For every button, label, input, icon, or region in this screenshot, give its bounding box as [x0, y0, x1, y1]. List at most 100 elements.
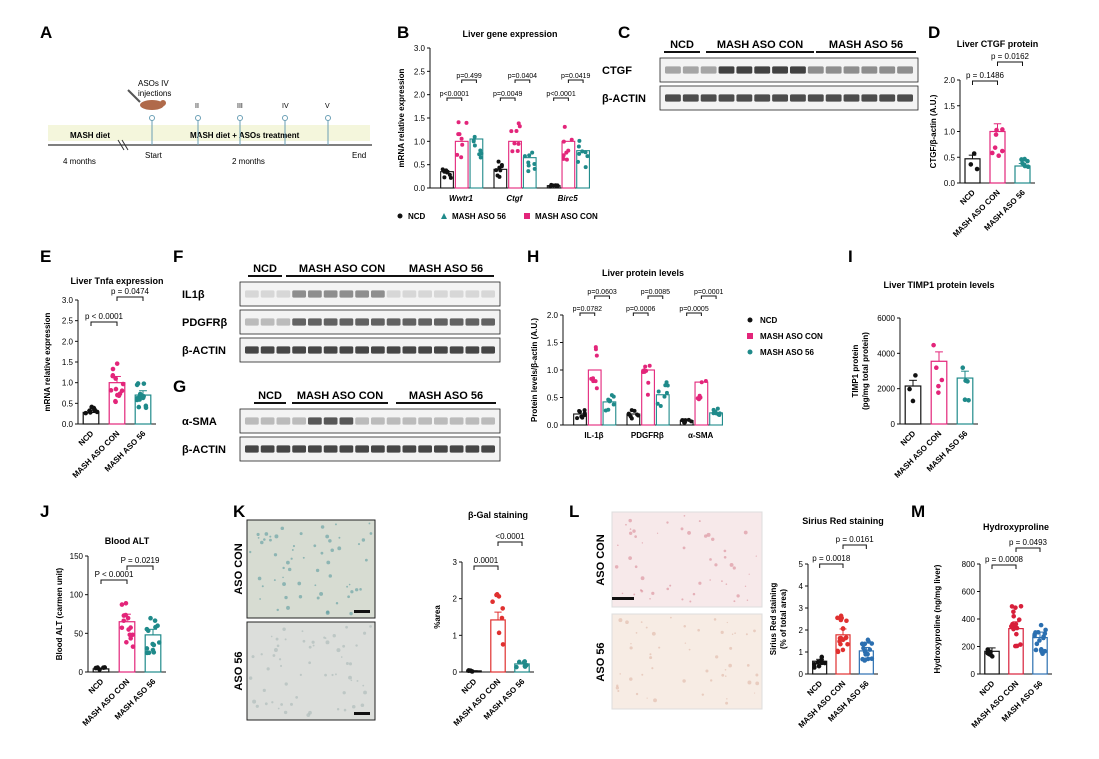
y-tick-label: 2.0: [547, 311, 559, 320]
stain-speck: [731, 633, 734, 635]
stain-speck: [748, 573, 750, 575]
data-point: [966, 397, 971, 403]
panel-label-j: J: [40, 502, 49, 521]
stain-speck: [350, 590, 354, 594]
stain-speck: [755, 673, 759, 677]
significance-bracket: [446, 97, 463, 101]
stain-speck: [331, 673, 334, 677]
stain-speck: [625, 620, 629, 625]
y-tick-label: 150: [70, 552, 84, 561]
data-point: [509, 129, 514, 134]
data-point: [577, 151, 582, 156]
stain-speck: [308, 661, 311, 665]
data-point: [1011, 613, 1017, 619]
blot-band: [339, 346, 354, 354]
bar: [469, 138, 484, 189]
data-point: [143, 403, 149, 409]
data-point: [494, 168, 499, 173]
stain-speck: [297, 581, 302, 586]
data-point: [516, 659, 522, 665]
data-point: [703, 379, 708, 384]
data-point: [510, 149, 515, 154]
stain-speck: [263, 538, 266, 541]
data-point: [843, 635, 848, 641]
blot-band: [308, 417, 322, 425]
p-value: p=0.0419: [561, 73, 590, 80]
stain-speck: [275, 637, 279, 641]
stain-speck: [683, 514, 686, 517]
blot-group-label: NCD: [253, 263, 277, 275]
data-point: [464, 120, 469, 125]
stain-speck: [298, 595, 303, 599]
stain-speck: [621, 592, 624, 595]
data-point: [468, 668, 473, 674]
data-point: [522, 154, 527, 159]
blot-group-label: MASH ASO CON: [297, 390, 383, 402]
category-label: PDGFRβ: [631, 431, 664, 440]
stain-speck: [733, 600, 736, 603]
data-point: [974, 166, 980, 172]
data-point: [123, 612, 129, 618]
stain-speck: [290, 702, 293, 706]
stain-speck: [724, 669, 727, 671]
micrograph: [611, 613, 763, 710]
data-point: [490, 599, 495, 605]
stain-speck: [369, 625, 372, 628]
y-tick-label: 0: [799, 670, 804, 679]
blot-band: [754, 94, 771, 102]
stain-speck: [628, 531, 633, 535]
data-point: [580, 149, 585, 154]
data-point: [960, 365, 966, 371]
stain-speck: [286, 605, 290, 610]
panel-label-d: D: [928, 23, 940, 42]
stain-speck: [342, 691, 346, 695]
blot-group-label: MASH ASO CON: [717, 39, 803, 51]
data-point: [532, 166, 537, 171]
p-value: p=0.0085: [641, 289, 670, 296]
stain-speck: [640, 576, 645, 581]
blot-band: [276, 290, 291, 298]
stain-speck: [706, 532, 711, 537]
stain-speck: [269, 538, 272, 542]
data-point: [869, 656, 875, 662]
data-point: [499, 164, 504, 169]
y-tick-label: 1.5: [62, 358, 74, 367]
stain-speck: [346, 585, 349, 588]
data-point: [561, 156, 566, 161]
blot-band: [371, 290, 385, 298]
stain-speck: [723, 555, 727, 559]
legend-label: NCD: [760, 316, 778, 325]
blot-group-label: MASH ASO 56: [409, 263, 483, 275]
blot-band: [481, 445, 495, 453]
stain-speck: [645, 626, 648, 629]
stain-speck: [689, 600, 692, 603]
blot-band: [292, 445, 306, 453]
data-point: [864, 651, 869, 657]
stain-speck: [252, 699, 257, 704]
stain-speck: [349, 611, 353, 616]
data-point: [582, 408, 587, 413]
stain-speck: [348, 662, 353, 666]
stain-speck: [328, 539, 332, 543]
stain-speck: [326, 560, 331, 565]
panel-label-k: K: [233, 502, 246, 521]
data-point: [1033, 630, 1038, 635]
data-point: [113, 386, 119, 392]
blot-band: [843, 66, 860, 74]
panel-label-m: M: [911, 502, 925, 521]
stain-speck: [260, 653, 263, 656]
p-value: p=0.499: [456, 73, 482, 80]
y-axis-label: Blood ALT (carmen unit): [55, 567, 64, 660]
data-point: [577, 138, 582, 143]
legend-marker: [747, 349, 753, 355]
axis-break: [121, 139, 129, 151]
data-point: [682, 420, 687, 425]
y-tick-label: 3: [453, 558, 458, 567]
data-point: [593, 379, 598, 384]
legend-marker: [747, 333, 753, 339]
blot-band: [355, 417, 369, 425]
blot-band: [260, 290, 275, 298]
blot-band: [418, 346, 432, 354]
data-point: [472, 143, 477, 148]
